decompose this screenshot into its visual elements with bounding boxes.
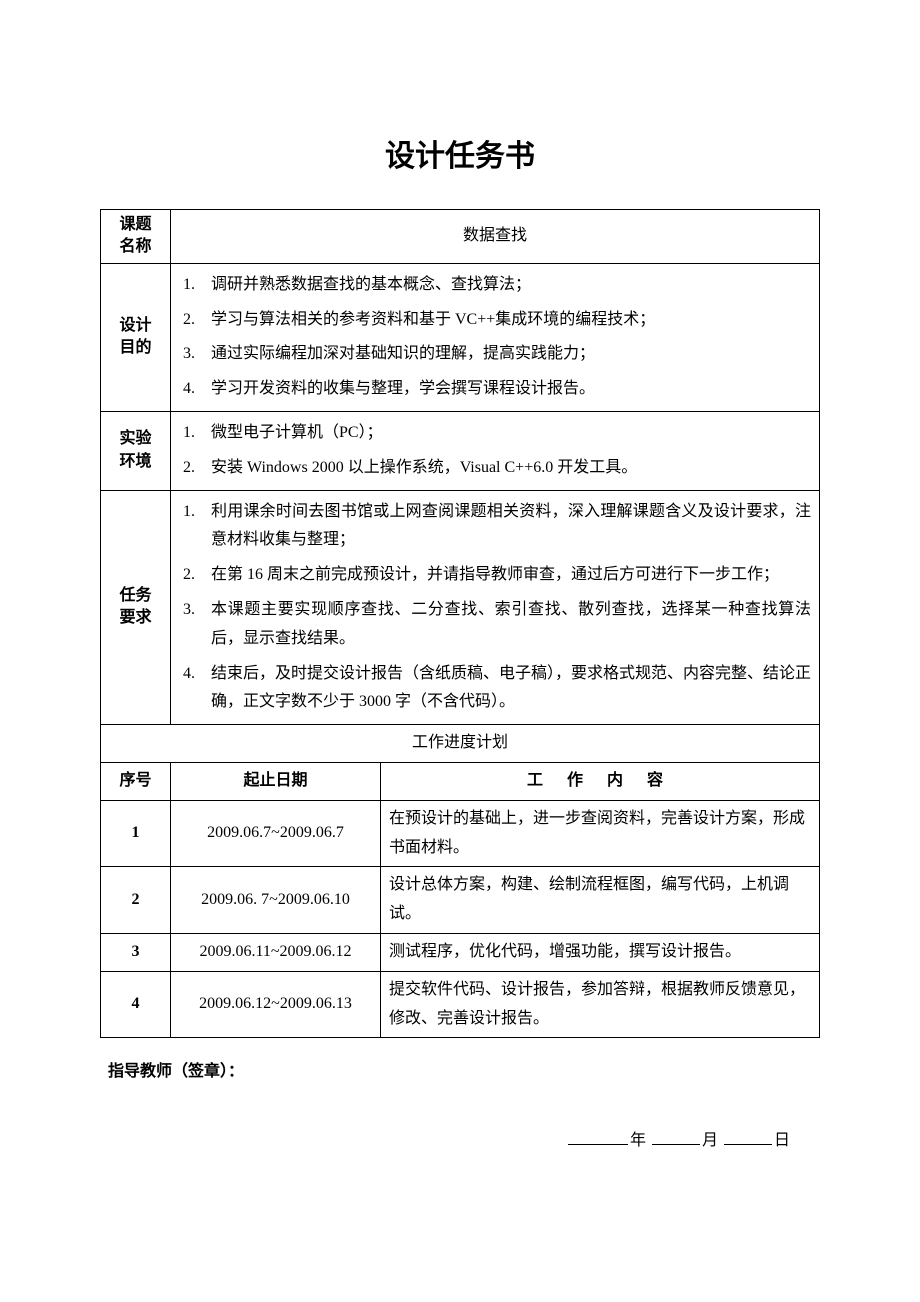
req-item: 利用课余时间去图书馆或上网查阅课题相关资料，深入理解课题含义及设计要求，注意材料… — [211, 498, 811, 556]
schedule-date: 2009.06.7~2009.06.7 — [171, 800, 381, 867]
purpose-item: 调研并熟悉数据查找的基本概念、查找算法； — [211, 271, 811, 300]
label-purpose: 设计 目的 — [101, 263, 171, 411]
req-item: 在第 16 周末之前完成预设计，并请指导教师审查，通过后方可进行下一步工作； — [211, 561, 811, 590]
schedule-work: 提交软件代码、设计报告，参加答辩，根据教师反馈意见，修改、完善设计报告。 — [381, 971, 820, 1038]
day-blank — [724, 1128, 772, 1146]
schedule-date: 2009.06.12~2009.06.13 — [171, 971, 381, 1038]
schedule-num: 4 — [101, 971, 171, 1038]
value-env: 1.微型电子计算机（PC）； 2.安装 Windows 2000 以上操作系统，… — [171, 411, 820, 490]
req-list: 1.利用课余时间去图书馆或上网查阅课题相关资料，深入理解课题含义及设计要求，注意… — [179, 495, 811, 721]
label-env: 实验 环境 — [101, 411, 171, 490]
year-label: 年 — [630, 1132, 646, 1149]
day-label: 日 — [774, 1132, 790, 1149]
schedule-head-work: 工 作 内 容 — [381, 762, 820, 800]
purpose-item: 通过实际编程加深对基础知识的理解，提高实践能力； — [211, 340, 811, 369]
env-item: 安装 Windows 2000 以上操作系统，Visual C++6.0 开发工… — [211, 454, 811, 483]
schedule-row: 4 2009.06.12~2009.06.13 提交软件代码、设计报告，参加答辩… — [101, 971, 820, 1038]
label-req: 任务 要求 — [101, 490, 171, 725]
purpose-item: 学习开发资料的收集与整理，学会撰写课程设计报告。 — [211, 375, 811, 404]
req-item: 结束后，及时提交设计报告（含纸质稿、电子稿），要求格式规范、内容完整、结论正确，… — [211, 660, 811, 718]
value-purpose: 1.调研并熟悉数据查找的基本概念、查找算法； 2.学习与算法相关的参考资料和基于… — [171, 263, 820, 411]
value-req: 1.利用课余时间去图书馆或上网查阅课题相关资料，深入理解课题含义及设计要求，注意… — [171, 490, 820, 725]
signature-label: 指导教师（签章）： — [100, 1058, 820, 1087]
month-blank — [652, 1128, 700, 1146]
schedule-work: 测试程序，优化代码，增强功能，撰写设计报告。 — [381, 933, 820, 971]
doc-title: 设计任务书 — [100, 130, 820, 184]
schedule-head-num: 序号 — [101, 762, 171, 800]
env-list: 1.微型电子计算机（PC）； 2.安装 Windows 2000 以上操作系统，… — [179, 416, 811, 486]
schedule-date: 2009.06.11~2009.06.12 — [171, 933, 381, 971]
schedule-num: 1 — [101, 800, 171, 867]
env-item: 微型电子计算机（PC）； — [211, 419, 811, 448]
schedule-num: 2 — [101, 867, 171, 934]
schedule-num: 3 — [101, 933, 171, 971]
schedule-row: 2 2009.06. 7~2009.06.10 设计总体方案，构建、绘制流程框图… — [101, 867, 820, 934]
req-item: 本课题主要实现顺序查找、二分查找、索引查找、散列查找，选择某一种查找算法后，显示… — [211, 596, 811, 654]
label-topic: 课题 名称 — [101, 210, 171, 264]
value-topic: 数据查找 — [171, 210, 820, 264]
date-line: 年 月 日 — [100, 1127, 820, 1156]
schedule-row: 1 2009.06.7~2009.06.7 在预设计的基础上，进一步查阅资料，完… — [101, 800, 820, 867]
schedule-date: 2009.06. 7~2009.06.10 — [171, 867, 381, 934]
year-blank — [568, 1128, 628, 1146]
task-table: 课题 名称 数据查找 设计 目的 1.调研并熟悉数据查找的基本概念、查找算法； … — [100, 209, 820, 1038]
schedule-title: 工作进度计划 — [101, 725, 820, 763]
schedule-work: 设计总体方案，构建、绘制流程框图，编写代码，上机调试。 — [381, 867, 820, 934]
purpose-item: 学习与算法相关的参考资料和基于 VC++集成环境的编程技术； — [211, 306, 811, 335]
schedule-work: 在预设计的基础上，进一步查阅资料，完善设计方案，形成书面材料。 — [381, 800, 820, 867]
schedule-head-date: 起止日期 — [171, 762, 381, 800]
schedule-row: 3 2009.06.11~2009.06.12 测试程序，优化代码，增强功能，撰… — [101, 933, 820, 971]
purpose-list: 1.调研并熟悉数据查找的基本概念、查找算法； 2.学习与算法相关的参考资料和基于… — [179, 268, 811, 407]
month-label: 月 — [702, 1132, 718, 1149]
